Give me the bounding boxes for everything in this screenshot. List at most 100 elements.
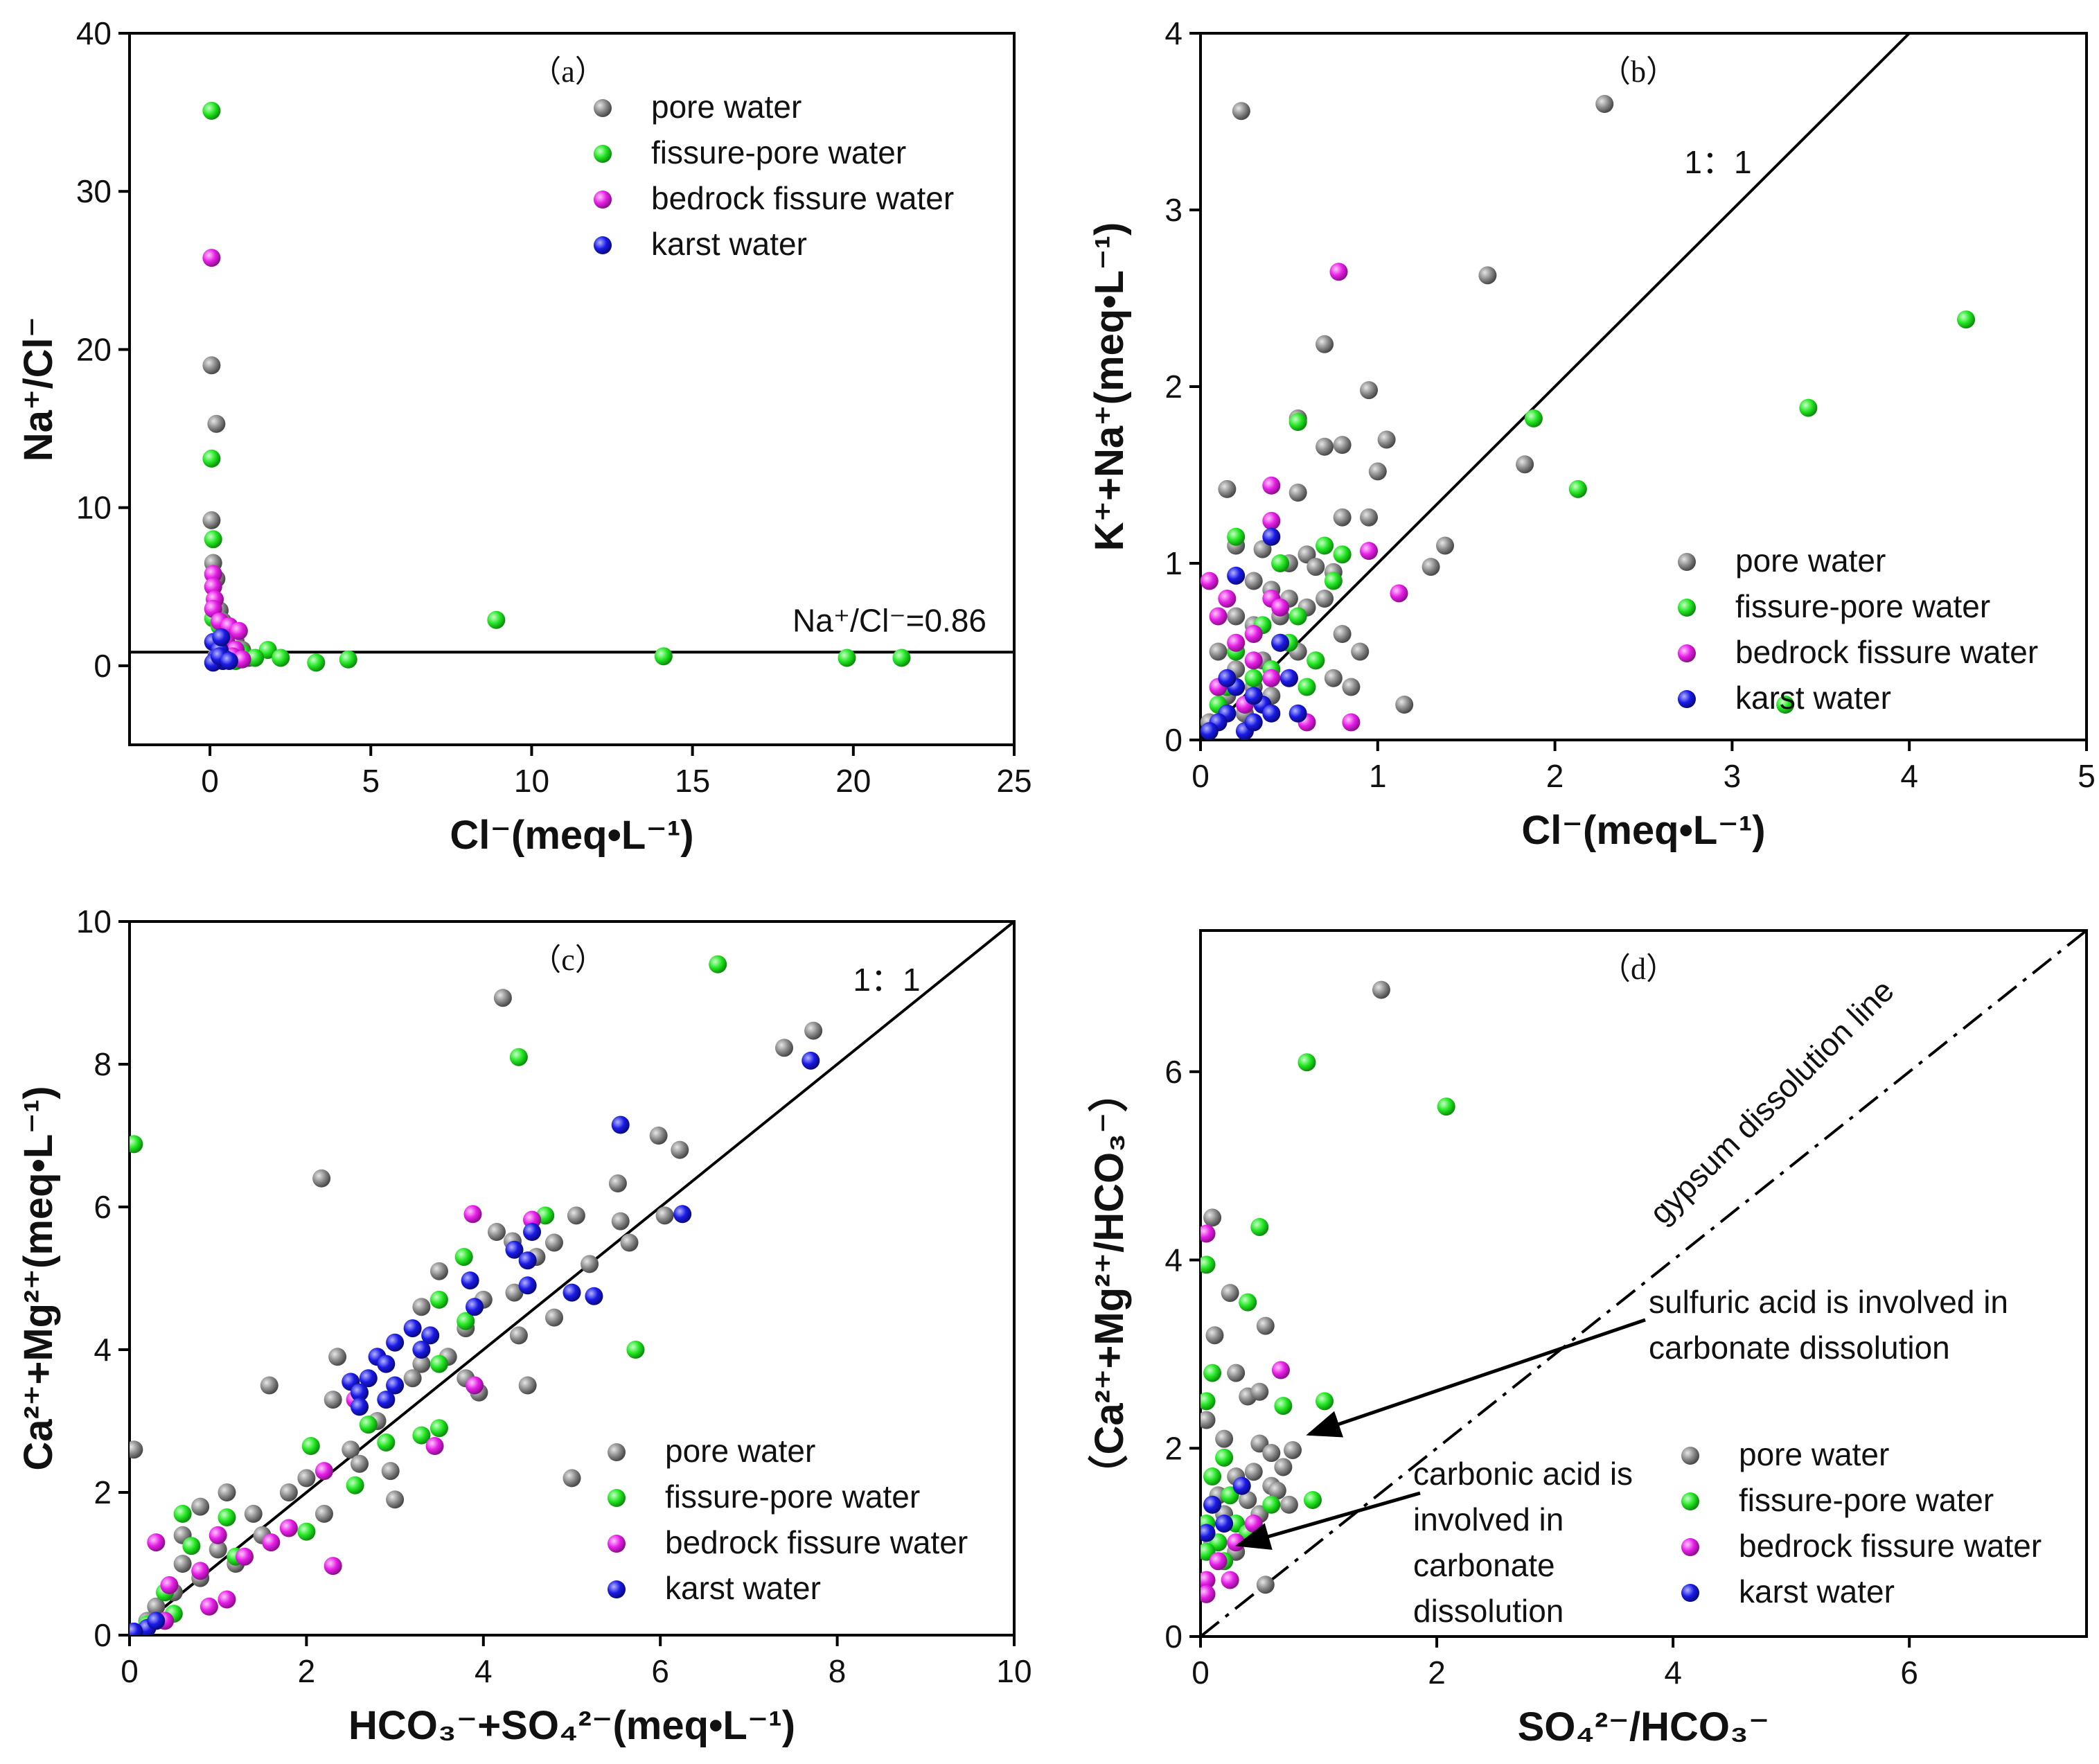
x-tick-label: 2: [298, 1653, 316, 1689]
data-point: [1203, 1495, 1222, 1514]
legend-marker: [1678, 690, 1696, 708]
data-point: [182, 1537, 201, 1555]
data-point: [147, 1597, 166, 1616]
legend-label: fissure-pore water: [1735, 588, 1990, 624]
data-point: [1271, 633, 1290, 652]
data-point: [351, 1454, 369, 1473]
annotation-text: dissolution: [1413, 1593, 1564, 1629]
annotation-text: sulfuric acid is involved in: [1649, 1284, 2008, 1320]
y-tick-label: 20: [76, 331, 112, 367]
data-point: [1209, 642, 1228, 661]
data-point: [130, 1440, 143, 1459]
data-point: [207, 414, 226, 433]
data-point: [1201, 722, 1219, 740]
data-point: [260, 1376, 278, 1395]
data-point: [1316, 437, 1334, 456]
x-tick-label: 25: [996, 763, 1031, 799]
data-point: [160, 1576, 179, 1594]
legend-label: karst water: [665, 1570, 821, 1606]
reference-line: [1201, 930, 2087, 1637]
legend: pore water fissure-pore water bedrock fiss…: [608, 1433, 968, 1606]
data-point: [563, 1469, 581, 1488]
data-point: [1205, 1326, 1224, 1345]
x-tick-label: 0: [1192, 1655, 1210, 1691]
panel-d: 0 2 4 6 0 2 4 6 SO₄²⁻/HCO₃⁻ （Ca²⁺+Mg²⁺/HCO₃⁻） （d）g…: [1087, 929, 2088, 1749]
annotation-text: carbonate: [1413, 1547, 1555, 1583]
data-point: [1422, 558, 1440, 576]
data-point: [1218, 479, 1237, 498]
data-point: [301, 1437, 320, 1456]
data-point: [1436, 536, 1455, 555]
data-point: [173, 1504, 192, 1523]
data-point: [200, 1597, 218, 1616]
y-tick-label: 2: [1164, 1430, 1183, 1466]
data-point: [1333, 508, 1352, 527]
x-tick-label: 8: [829, 1653, 847, 1689]
data-point: [351, 1397, 369, 1416]
legend-marker: [608, 1443, 626, 1461]
data-point: [611, 1212, 630, 1231]
legend-label: fissure-pore water: [665, 1479, 920, 1515]
data-point: [297, 1469, 316, 1488]
x-axis-title: HCO₃⁻+SO₄²⁻(meq•L⁻¹): [348, 1703, 795, 1748]
data-point: [1215, 1448, 1234, 1467]
data-point: [523, 1223, 542, 1242]
x-tick-label: 4: [1664, 1655, 1682, 1691]
data-point: [339, 650, 357, 669]
data-point: [544, 1308, 563, 1327]
y-tick-label: 2: [94, 1474, 112, 1510]
data-point: [544, 1233, 563, 1252]
data-point: [1342, 678, 1361, 696]
data-point: [209, 1540, 227, 1559]
legend-marker: [1678, 644, 1696, 662]
data-point: [1516, 455, 1534, 474]
y-axis-title: K⁺+Na⁺(meq•L⁻¹): [1087, 222, 1132, 552]
data-point: [315, 1462, 333, 1481]
data-point: [1239, 1490, 1257, 1509]
data-point: [1215, 1429, 1234, 1448]
data-point: [1307, 651, 1325, 670]
data-point: [466, 1376, 484, 1395]
legend-marker: [608, 1535, 626, 1553]
data-point: [518, 1251, 537, 1270]
data-point: [191, 1497, 210, 1516]
data-point: [1232, 1476, 1251, 1495]
data-point: [1268, 1481, 1286, 1500]
data-point: [673, 1205, 692, 1224]
data-point: [1201, 1571, 1216, 1589]
annotation-text: involved in: [1413, 1501, 1564, 1537]
panel-label: （d）: [1600, 952, 1676, 986]
legend: pore water fissure-pore water bedrock fiss…: [1681, 1436, 2042, 1609]
data-point: [1288, 413, 1307, 431]
data-point: [202, 356, 221, 375]
legend-marker: [608, 1489, 626, 1507]
y-tick-label: 4: [1164, 15, 1183, 51]
data-point: [1274, 1458, 1293, 1476]
series-fissure-pore-water: [1209, 310, 1976, 714]
data-point: [1203, 1208, 1222, 1227]
annotation-text: carbonic acid is: [1413, 1456, 1633, 1492]
data-point: [1227, 633, 1246, 652]
y-tick-label: 8: [94, 1046, 112, 1082]
data-point: [1244, 713, 1263, 732]
data-point: [1360, 542, 1379, 561]
data-point: [1244, 1514, 1263, 1533]
data-point: [1262, 704, 1281, 723]
data-point: [212, 628, 231, 646]
data-point: [328, 1348, 347, 1366]
plot-frame: [128, 32, 1016, 746]
data-point: [626, 1341, 645, 1359]
y-tick-label: 0: [94, 1617, 112, 1653]
annotation-arrow: [1235, 1491, 1421, 1550]
data-point: [1201, 572, 1219, 590]
data-point: [1776, 696, 1795, 714]
data-point: [581, 1255, 599, 1273]
data-point: [202, 511, 221, 529]
data-point: [307, 653, 326, 672]
data-point: [1209, 607, 1228, 626]
data-point: [429, 1290, 448, 1309]
x-tick-label: 0: [121, 1653, 139, 1689]
y-tick-label: 0: [1164, 1619, 1183, 1655]
data-point: [1209, 1552, 1228, 1571]
data-point: [1288, 484, 1307, 502]
